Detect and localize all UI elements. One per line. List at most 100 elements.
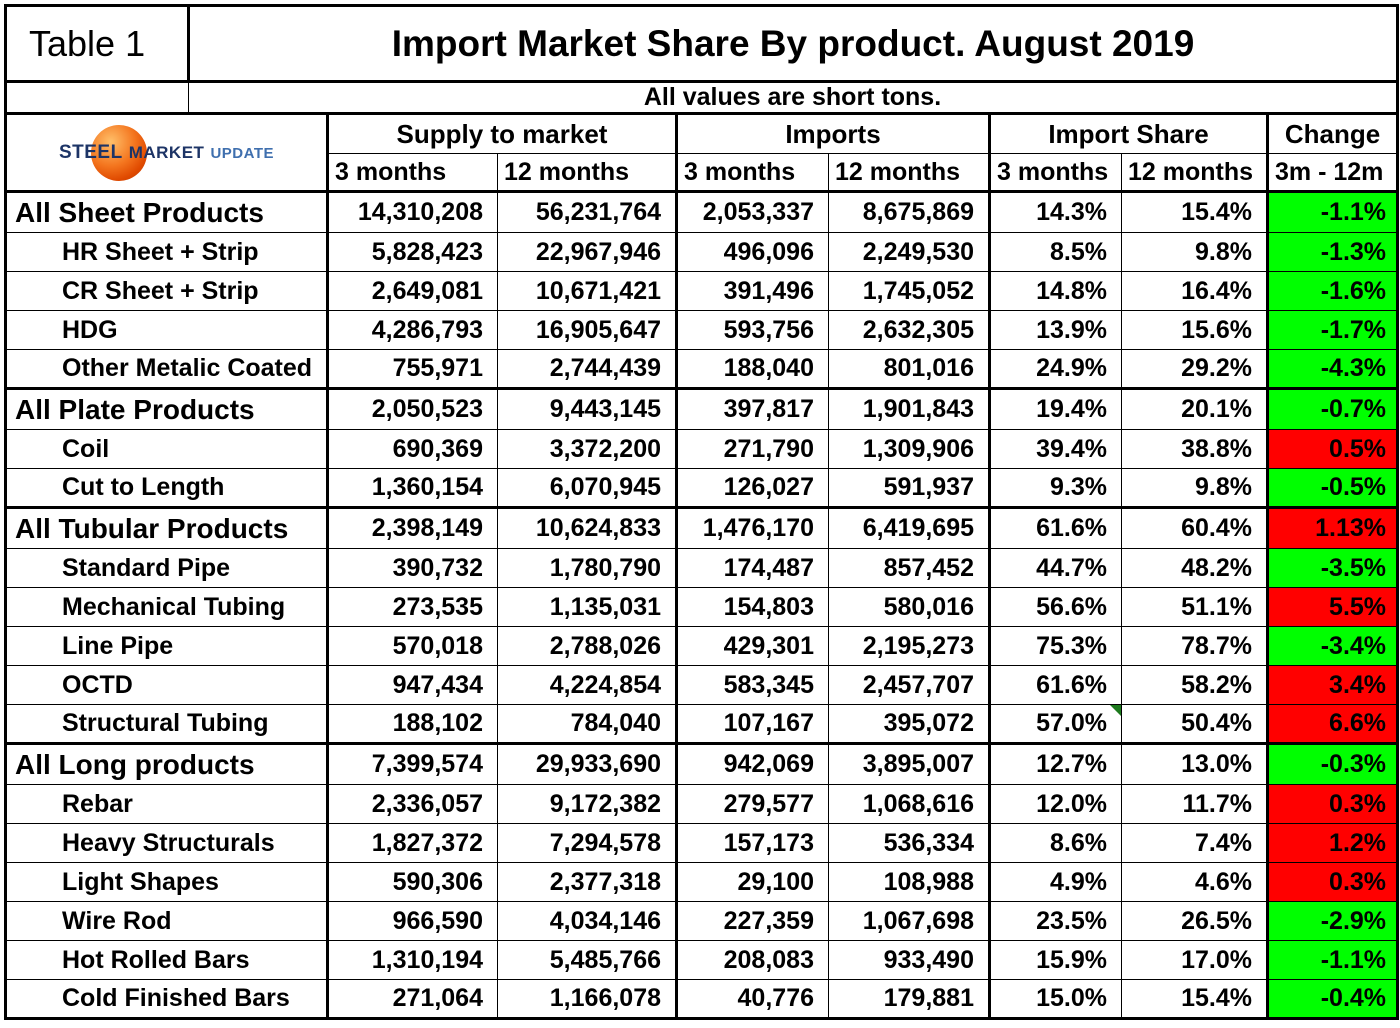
share-12m-cell: 16.4% bbox=[1121, 271, 1268, 311]
column-group-row: STEEL MARKET UPDATE Supply to market Imp… bbox=[5, 113, 1399, 192]
share-3m-cell: 61.6% bbox=[988, 506, 1122, 549]
change-cell: -0.4% bbox=[1265, 979, 1399, 1019]
product-cell: Structural Tubing bbox=[5, 704, 328, 744]
supply-12m-cell: 4,034,146 bbox=[497, 901, 677, 941]
table-row: Other Metalic Coated 755,971 2,744,439 188,… bbox=[5, 349, 1399, 389]
imports-12m-cell: 591,937 bbox=[828, 468, 990, 508]
change-cell: 5.5% bbox=[1265, 587, 1399, 627]
product-cell: Rebar bbox=[5, 784, 328, 824]
table-row: Cut to Length 1,360,154 6,070,945 126,027 59… bbox=[5, 468, 1399, 508]
change-cell: 0.3% bbox=[1265, 862, 1399, 902]
supply-12m-cell: 6,070,945 bbox=[497, 468, 677, 508]
spacer-cell bbox=[5, 80, 189, 115]
imports-12m-cell: 1,745,052 bbox=[828, 271, 990, 311]
change-cell: -2.9% bbox=[1265, 901, 1399, 941]
share-12m-cell: 78.7% bbox=[1121, 626, 1268, 666]
imports-3m-cell: 397,817 bbox=[675, 387, 829, 430]
share-3m-cell: 12.7% bbox=[988, 742, 1122, 785]
table-row: Light Shapes 590,306 2,377,318 29,100 108,98… bbox=[5, 862, 1399, 902]
group-header-change: Change bbox=[1265, 113, 1399, 154]
table-row: Rebar 2,336,057 9,172,382 279,577 1,068,616 1… bbox=[5, 784, 1399, 824]
subtitle-row: All values are short tons. bbox=[5, 80, 1399, 115]
share-3m-cell: 61.6% bbox=[988, 665, 1122, 705]
steel-market-update-logo: STEEL MARKET UPDATE bbox=[7, 124, 326, 181]
imports-12m-cell: 2,195,273 bbox=[828, 626, 990, 666]
imports-3m-cell: 1,476,170 bbox=[675, 506, 829, 549]
change-cell: -1.1% bbox=[1265, 940, 1399, 980]
share-12m-cell: 15.4% bbox=[1121, 190, 1268, 233]
imports-3m-cell: 107,167 bbox=[675, 704, 829, 744]
column-subheader-row: 3 months 12 months 3 months 12 months 3 … bbox=[6, 153, 1399, 193]
supply-12m-cell: 9,172,382 bbox=[497, 784, 677, 824]
logo-word-market: MARKET bbox=[128, 142, 205, 162]
imports-3m-cell: 942,069 bbox=[675, 742, 829, 785]
imports-3m-cell: 429,301 bbox=[675, 626, 829, 666]
supply-12m-cell: 1,166,078 bbox=[497, 979, 677, 1019]
table-row: Standard Pipe 390,732 1,780,790 174,487 857,… bbox=[5, 548, 1399, 588]
share-12m-cell: 17.0% bbox=[1121, 940, 1268, 980]
share-12m-cell: 38.8% bbox=[1121, 429, 1268, 469]
logo-word-steel: STEEL bbox=[58, 141, 123, 163]
subheader-imports-3m: 3 months bbox=[675, 153, 829, 193]
change-cell: -0.3% bbox=[1265, 742, 1399, 785]
change-cell: -0.5% bbox=[1265, 468, 1399, 508]
imports-12m-cell: 933,490 bbox=[828, 940, 990, 980]
share-12m-cell: 20.1% bbox=[1121, 387, 1268, 430]
supply-3m-cell: 2,336,057 bbox=[326, 784, 498, 824]
imports-3m-cell: 271,790 bbox=[675, 429, 829, 469]
smu-logo: STEEL MARKET UPDATE bbox=[5, 113, 328, 192]
imports-12m-cell: 536,334 bbox=[828, 823, 990, 863]
product-cell: Mechanical Tubing bbox=[5, 587, 328, 627]
table-row: Mechanical Tubing 273,535 1,135,031 154,803… bbox=[5, 587, 1399, 627]
group-header-imports: Imports bbox=[675, 113, 990, 154]
share-3m-cell: 56.6% bbox=[988, 587, 1122, 627]
supply-3m-cell: 755,971 bbox=[326, 349, 498, 389]
share-3m-cell: 19.4% bbox=[988, 387, 1122, 430]
supply-12m-cell: 5,485,766 bbox=[497, 940, 677, 980]
share-12m-cell: 48.2% bbox=[1121, 548, 1268, 588]
change-cell: -0.7% bbox=[1265, 387, 1399, 430]
supply-3m-cell: 14,310,208 bbox=[326, 190, 498, 233]
imports-12m-cell: 2,632,305 bbox=[828, 310, 990, 350]
product-cell: CR Sheet + Strip bbox=[5, 271, 328, 311]
share-3m-cell: 24.9% bbox=[988, 349, 1122, 389]
table-row: Heavy Structurals 1,827,372 7,294,578 157,1… bbox=[5, 823, 1399, 863]
supply-12m-cell: 1,135,031 bbox=[497, 587, 677, 627]
table-row: OCTD 947,434 4,224,854 583,345 2,457,707 61.6… bbox=[5, 665, 1399, 705]
change-cell: -1.1% bbox=[1265, 190, 1399, 233]
supply-12m-cell: 1,780,790 bbox=[497, 548, 677, 588]
share-12m-cell: 51.1% bbox=[1121, 587, 1268, 627]
imports-12m-cell: 580,016 bbox=[828, 587, 990, 627]
table-row: All Sheet Products 14,310,208 56,231,764 2,… bbox=[5, 190, 1399, 233]
supply-3m-cell: 1,360,154 bbox=[326, 468, 498, 508]
change-cell: 3.4% bbox=[1265, 665, 1399, 705]
subheader-supply-3m: 3 months bbox=[326, 153, 498, 193]
supply-3m-cell: 7,399,574 bbox=[326, 742, 498, 785]
table-row: Cold Finished Bars 271,064 1,166,078 40,776… bbox=[5, 979, 1399, 1019]
imports-3m-cell: 157,173 bbox=[675, 823, 829, 863]
table-row: Structural Tubing 188,102 784,040 107,167 39… bbox=[5, 704, 1399, 744]
logo-text: STEEL MARKET UPDATE bbox=[59, 142, 274, 164]
share-3m-cell: 14.3% bbox=[988, 190, 1122, 233]
supply-3m-cell: 271,064 bbox=[326, 979, 498, 1019]
share-3m-cell: 15.0% bbox=[988, 979, 1122, 1019]
imports-12m-cell: 801,016 bbox=[828, 349, 990, 389]
imports-3m-cell: 126,027 bbox=[675, 468, 829, 508]
imports-3m-cell: 583,345 bbox=[675, 665, 829, 705]
table-row: All Long products 7,399,574 29,933,690 942,… bbox=[5, 742, 1399, 785]
imports-3m-cell: 496,096 bbox=[675, 232, 829, 272]
product-cell: Standard Pipe bbox=[5, 548, 328, 588]
supply-3m-cell: 188,102 bbox=[326, 704, 498, 744]
change-cell: 0.3% bbox=[1265, 784, 1399, 824]
product-cell: Cold Finished Bars bbox=[5, 979, 328, 1019]
change-cell: 0.5% bbox=[1265, 429, 1399, 469]
share-3m-cell: 12.0% bbox=[988, 784, 1122, 824]
share-12m-cell: 13.0% bbox=[1121, 742, 1268, 785]
supply-12m-cell: 2,744,439 bbox=[497, 349, 677, 389]
change-cell: -1.7% bbox=[1265, 310, 1399, 350]
supply-12m-cell: 7,294,578 bbox=[497, 823, 677, 863]
table-row: Line Pipe 570,018 2,788,026 429,301 2,195,27… bbox=[5, 626, 1399, 666]
change-cell: -3.4% bbox=[1265, 626, 1399, 666]
supply-12m-cell: 2,788,026 bbox=[497, 626, 677, 666]
